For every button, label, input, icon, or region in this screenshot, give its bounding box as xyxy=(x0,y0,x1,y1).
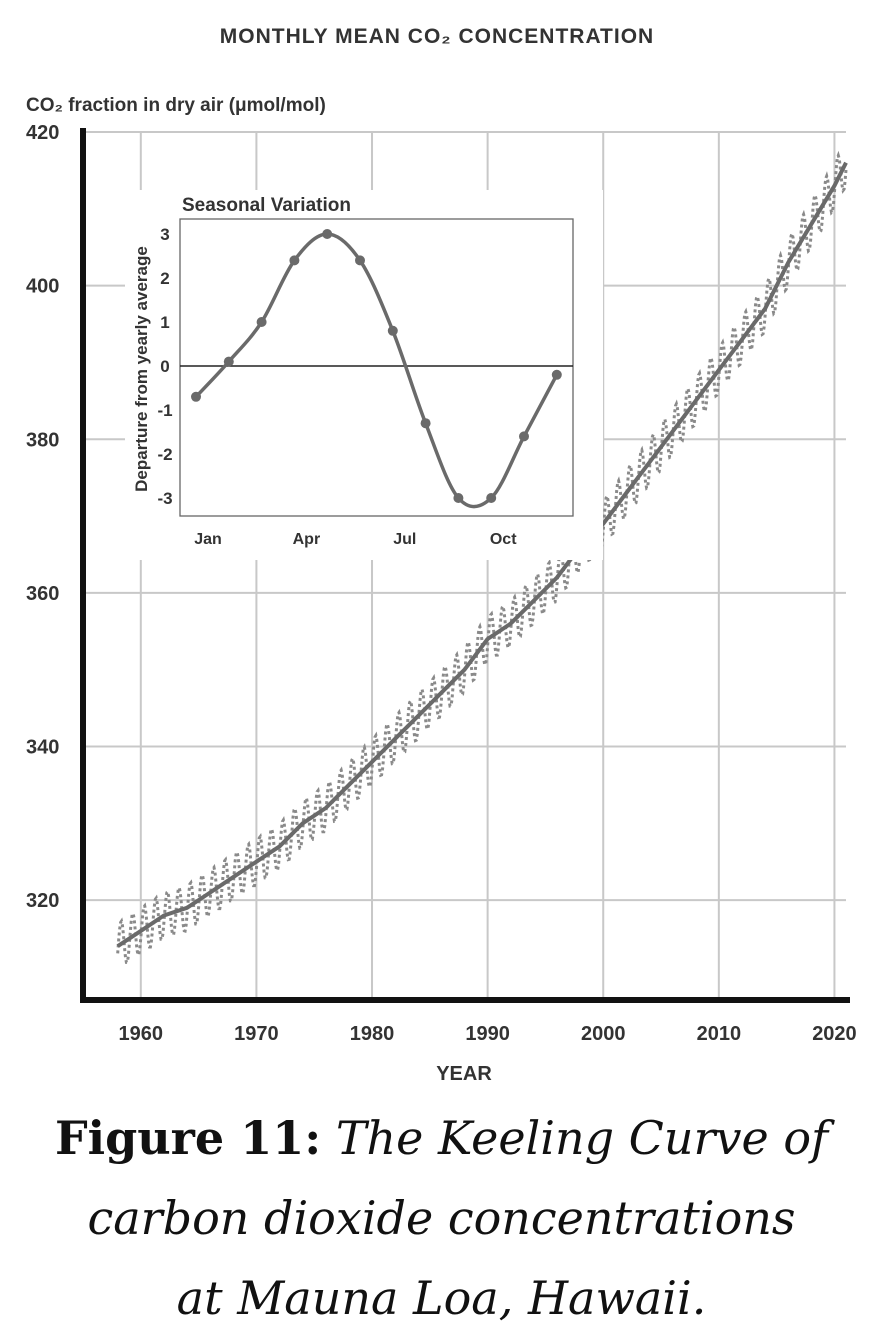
x-tick-label: 2010 xyxy=(697,1023,742,1045)
seasonal-point xyxy=(289,255,300,266)
seasonal-inset: Seasonal Variation Departure from yearly… xyxy=(125,190,603,560)
x-tick-label: 2000 xyxy=(581,1023,626,1045)
seasonal-point xyxy=(355,255,365,266)
main-series xyxy=(116,150,848,964)
x-tick-label: 1970 xyxy=(234,1023,279,1045)
main-axes xyxy=(80,128,850,1003)
y-tick-label: 360 xyxy=(26,583,59,605)
inset-x-tick-label: Jan xyxy=(194,531,222,548)
y-tick-label: 320 xyxy=(26,890,59,912)
keeling-chart: MONTHLY MEAN CO₂ CONCENTRATION CO₂ fract… xyxy=(26,25,857,1085)
inset-tick-labels: 3 2 1 0 -1 -2 -3 Jan Apr Jul Oct xyxy=(157,225,517,548)
inset-y-tick-label: -1 xyxy=(157,401,172,420)
monthly-values xyxy=(116,150,848,964)
seasonal-point xyxy=(387,325,398,336)
caption-line-1: Figure 11: The Keeling Curve of xyxy=(0,1098,883,1178)
seasonal-point xyxy=(420,418,431,429)
seasonal-point xyxy=(223,356,234,367)
x-axis-label: YEAR xyxy=(436,1063,492,1085)
inset-x-tick-label: Jul xyxy=(393,531,416,548)
x-tick-label: 1980 xyxy=(350,1023,395,1045)
inset-y-tick-label: 1 xyxy=(160,313,169,332)
inset-frame xyxy=(179,218,574,517)
seasonal-point xyxy=(256,317,267,327)
inset-y-tick-label: -3 xyxy=(157,489,172,508)
inset-y-tick-label: -2 xyxy=(157,445,172,464)
x-tick-label: 1990 xyxy=(465,1023,510,1045)
y-tick-label: 340 xyxy=(26,737,59,759)
inset-title: Seasonal Variation xyxy=(182,195,351,216)
seasonal-point xyxy=(486,493,497,503)
inset-x-tick-label: Apr xyxy=(293,531,321,548)
caption-line-3: at Mauna Loa, Hawaii. xyxy=(176,1271,707,1325)
inset-y-axis-label: Departure from yearly average xyxy=(132,246,151,492)
figure-caption: Figure 11: The Keeling Curve of carbon d… xyxy=(0,1098,883,1338)
caption-label: Figure 11: xyxy=(54,1111,322,1165)
caption-line-2: carbon dioxide concentrations xyxy=(87,1191,796,1245)
main-tick-labels: 1960 1970 1980 1990 2000 2010 2020320340360380… xyxy=(26,122,857,1045)
y-tick-label: 400 xyxy=(26,276,59,298)
caption-text-1: The Keeling Curve of xyxy=(335,1111,829,1165)
seasonal-point xyxy=(453,493,464,503)
inset-y-tick-label: 0 xyxy=(160,357,169,376)
x-tick-label: 1960 xyxy=(119,1023,164,1045)
seasonal-point xyxy=(519,431,529,442)
inset-series xyxy=(180,229,573,509)
trend-line xyxy=(116,161,848,948)
inset-background xyxy=(125,190,603,560)
seasonal-point xyxy=(551,369,562,380)
y-tick-label: 420 xyxy=(26,122,59,144)
inset-y-tick-label: 2 xyxy=(160,269,169,288)
y-axis-label: CO₂ fraction in dry air (μmol/mol) xyxy=(26,95,326,116)
y-tick-label: 380 xyxy=(26,429,59,451)
inset-y-tick-label: 3 xyxy=(160,225,169,244)
inset-x-tick-label: Oct xyxy=(490,531,517,548)
x-tick-label: 2020 xyxy=(812,1023,857,1045)
chart-title: MONTHLY MEAN CO₂ CONCENTRATION xyxy=(220,25,654,48)
seasonal-point xyxy=(322,229,333,239)
seasonal-point xyxy=(191,391,201,402)
